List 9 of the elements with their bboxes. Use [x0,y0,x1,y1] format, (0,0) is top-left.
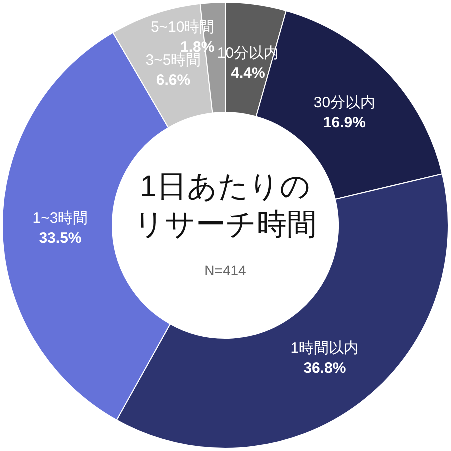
slice-label: 1時間以内 [290,340,360,358]
data-label: 33.5% [39,230,82,248]
text: 1日あたりのリサーチ時間 [134,170,317,242]
text: N=414 [204,262,247,278]
slice-label: 1~3時間 [32,210,88,228]
data-label: 16.9% [323,114,366,132]
data-label: 4.4% [231,65,266,82]
data-label: 36.8% [304,360,346,378]
slice-label: 30分以内 [314,94,376,112]
